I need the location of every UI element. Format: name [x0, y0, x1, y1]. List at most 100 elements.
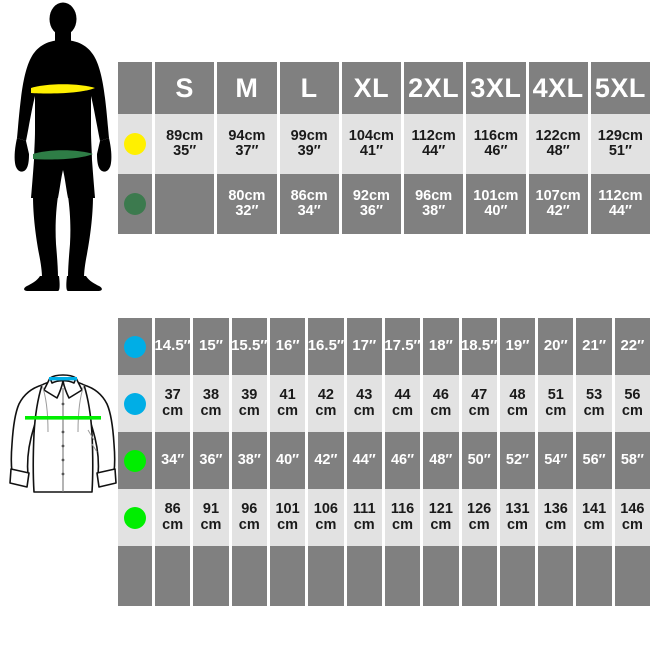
table-cell [308, 546, 347, 606]
value-unit: cm [315, 516, 337, 533]
value-cm: 80cm [228, 187, 266, 204]
table-cell: 15″ [193, 318, 232, 375]
value-number: 96 [241, 501, 258, 517]
table-cell [576, 546, 615, 606]
illustration-spacer-cell [0, 375, 118, 432]
table-cell: 112cm 44″ [590, 174, 650, 234]
table-cell: 106 cm [308, 489, 347, 546]
table-cell: 94cm 37″ [217, 114, 280, 174]
table-cell [155, 546, 194, 606]
table-cell: 44 cm [384, 375, 424, 432]
table-row-chest-inches: 34″ 36″ 38″ 40″ 42″ 44″ 46″ 48″ 50″ 52″ … [0, 432, 650, 489]
table-cell [538, 546, 577, 606]
table-cell [346, 546, 385, 606]
value-number: 47 [471, 387, 488, 403]
table-cell: 104cm 41″ [341, 114, 404, 174]
value-number: 101 [275, 501, 300, 517]
table-cell [231, 546, 270, 606]
value-unit: cm [583, 516, 605, 533]
value-in: 32″ [235, 203, 259, 219]
marker-cell-collar [118, 318, 155, 375]
value-unit: cm [238, 516, 260, 533]
value-number: 141 [581, 501, 607, 517]
value-cm: 96cm [415, 187, 453, 204]
value-in: 51″ [608, 143, 632, 159]
table-cell: 46 cm [423, 375, 462, 432]
collar-marker-dot-icon [124, 392, 146, 415]
value-in: 46″ [484, 143, 508, 159]
value-in: 35″ [173, 143, 197, 159]
table-cell: 141 cm [576, 489, 615, 546]
marker-cell-chest [118, 114, 155, 174]
value-in: 42″ [546, 203, 570, 219]
marker-cell [118, 62, 155, 114]
value-cm: 104cm [348, 127, 394, 144]
value-number: 56 [624, 387, 641, 403]
table-cell: 18.5″ [461, 318, 500, 375]
table-cell: 146 cm [614, 489, 650, 546]
value-unit: cm [200, 402, 222, 419]
value-in: 40″ [484, 203, 508, 219]
table-cell: 42″ [308, 432, 347, 489]
table-cell: 42 cm [308, 375, 347, 432]
value-number: 131 [505, 501, 530, 517]
table-cell: 15.5″ [231, 318, 270, 375]
table-cell: 101 cm [269, 489, 309, 546]
value-in: 48″ [546, 143, 570, 159]
value-number: 53 [586, 387, 603, 403]
value-unit: cm [430, 402, 452, 419]
table-cell: 80cm 32″ [217, 174, 280, 234]
value-unit: cm [353, 402, 375, 419]
table-row-chest: 89cm 35″ 94cm 37″ 99cm 39″ 104cm 41″ 112cm 44… [0, 114, 650, 174]
value-cm: 122cm [535, 127, 581, 144]
value-in: 44″ [608, 203, 632, 219]
table-cell [193, 546, 232, 606]
table-cell: 43 cm [346, 375, 385, 432]
value-unit: cm [238, 402, 260, 419]
table-cell: 39 cm [231, 375, 270, 432]
table-cell: 51 cm [538, 375, 577, 432]
value-unit: cm [277, 402, 299, 419]
table-cell: 56″ [576, 432, 615, 489]
table-cell: 38 cm [193, 375, 232, 432]
value-unit: cm [162, 516, 184, 533]
table-cell: 91 cm [193, 489, 232, 546]
table-cell: 16″ [269, 318, 309, 375]
value-unit: cm [162, 402, 184, 419]
table-cell: 48″ [423, 432, 462, 489]
value-number: 146 [620, 501, 645, 517]
value-number: 43 [356, 387, 373, 403]
table-cell: 36″ [193, 432, 232, 489]
illustration-spacer-cell [0, 318, 118, 375]
value-unit: cm [545, 402, 567, 419]
value-cm: 101cm [473, 187, 519, 204]
value-in: 39″ [297, 143, 321, 159]
table-cell: 17″ [346, 318, 385, 375]
table-cell: 16.5″ [308, 318, 347, 375]
value-number: 42 [317, 387, 334, 403]
value-unit: cm [392, 402, 414, 419]
marker-cell-shirt-chest [118, 432, 155, 489]
body-measurements-table: S M L XL 2XL 3XL 4XL 5XL 89cm 35″ 94cm 37″… [0, 62, 650, 234]
value-number: 106 [313, 501, 338, 517]
table-cell: 86 cm [155, 489, 194, 546]
value-number: 51 [547, 387, 564, 403]
table-cell: 58″ [614, 432, 650, 489]
waist-marker-dot-icon [124, 193, 146, 215]
value-number: 48 [509, 387, 526, 403]
value-in: 37″ [235, 143, 259, 159]
table-cell: 96cm 38″ [404, 174, 467, 234]
value-unit: cm [621, 402, 643, 419]
value-in: 44″ [422, 143, 446, 159]
table-cell: 129cm 51″ [590, 114, 650, 174]
table-cell: 40″ [269, 432, 309, 489]
table-cell: 50″ [461, 432, 500, 489]
value-number: 111 [352, 501, 376, 517]
table-cell: 96 cm [231, 489, 270, 546]
value-unit: cm [506, 402, 528, 419]
table-row-footer-blank [0, 546, 650, 606]
table-cell: 131 cm [499, 489, 539, 546]
table-cell: 20″ [538, 318, 577, 375]
value-unit: cm [200, 516, 222, 533]
value-in: 36″ [359, 203, 383, 219]
